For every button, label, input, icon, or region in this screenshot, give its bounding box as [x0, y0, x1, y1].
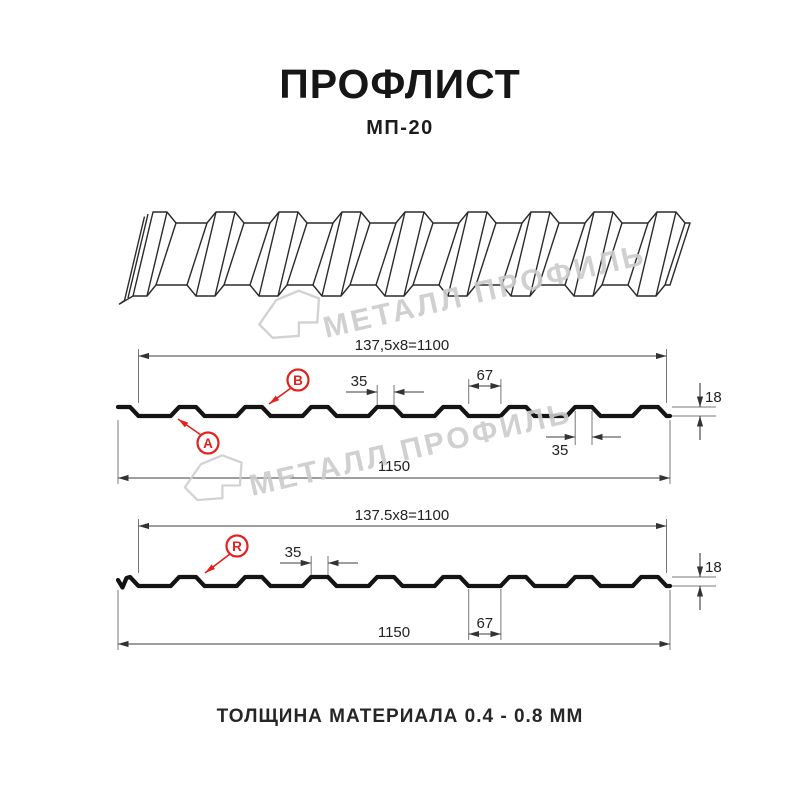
dim-pitch-1: 137,5x8=1100 [139, 337, 667, 403]
callout-r: R [205, 536, 248, 574]
dim-pitch-2-value: 137.5x8=1100 [355, 507, 449, 524]
dim-rib-top-2-value: 35 [285, 544, 302, 561]
dim-valley-2: 67 [469, 589, 501, 640]
dim-valley-2-value: 67 [476, 615, 493, 632]
cross-section-r: 137.5x8=1100 35 67 18 1150 [118, 507, 722, 650]
dim-valley-1: 67 [469, 367, 501, 404]
metall-profil-logo-icon [254, 287, 326, 344]
metall-profil-logo-icon [180, 451, 249, 505]
dim-height-2: 18 [672, 553, 722, 610]
dim-rib-top-1: 35 [346, 373, 424, 405]
dim-rib-top-2: 35 [280, 544, 358, 575]
watermark-text: МЕТАЛЛ ПРОФИЛЬ [246, 396, 575, 502]
dim-height-2-value: 18 [705, 559, 722, 576]
dim-height-1-value: 18 [705, 389, 722, 406]
dim-width-2: 1150 [118, 590, 670, 650]
watermark-1: МЕТАЛЛ ПРОФИЛЬ [254, 238, 649, 344]
profile-outline-r [118, 577, 670, 588]
callout-a: A [178, 419, 219, 454]
callout-b-label: B [293, 373, 303, 388]
thickness-note: ТОЛЩИНА МАТЕРИАЛА 0.4 - 0.8 ММ [0, 706, 800, 728]
callout-a-label: A [203, 436, 213, 451]
callout-r-label: R [232, 539, 242, 554]
dim-width-2-value: 1150 [378, 624, 410, 641]
watermark-text: МЕТАЛЛ ПРОФИЛЬ [320, 238, 649, 344]
diagram-canvas: 137,5x8=1100 35 67 35 18 [0, 0, 800, 800]
dim-rib-bottom-1-value: 35 [552, 442, 569, 459]
dim-rib-top-1-value: 35 [351, 373, 368, 390]
profile-outline-ab [118, 407, 670, 416]
dim-valley-1-value: 67 [476, 367, 493, 384]
callout-b: B [269, 370, 309, 405]
dim-pitch-1-value: 137,5x8=1100 [355, 337, 449, 354]
dim-height-1: 18 [672, 383, 722, 440]
